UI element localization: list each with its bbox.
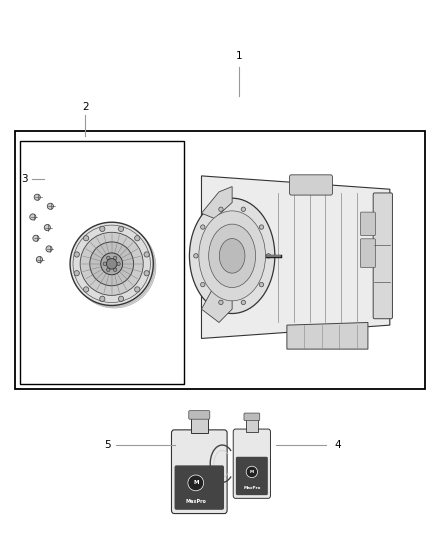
Ellipse shape [80, 232, 143, 295]
Ellipse shape [189, 198, 275, 313]
Ellipse shape [201, 225, 205, 229]
Ellipse shape [30, 214, 36, 220]
FancyBboxPatch shape [233, 429, 270, 498]
Ellipse shape [219, 300, 223, 304]
Ellipse shape [101, 253, 123, 275]
Ellipse shape [118, 296, 124, 302]
Ellipse shape [241, 300, 246, 304]
Text: M: M [193, 480, 198, 486]
FancyBboxPatch shape [373, 193, 392, 319]
Ellipse shape [106, 259, 117, 269]
Ellipse shape [103, 262, 107, 265]
Ellipse shape [36, 256, 42, 263]
Ellipse shape [208, 224, 256, 287]
Ellipse shape [34, 194, 40, 200]
Bar [191, 417, 208, 433]
Ellipse shape [194, 254, 198, 258]
Ellipse shape [73, 225, 156, 308]
Ellipse shape [90, 242, 134, 286]
Ellipse shape [144, 271, 149, 276]
Ellipse shape [33, 235, 39, 241]
FancyBboxPatch shape [290, 175, 332, 195]
Polygon shape [201, 285, 232, 322]
Ellipse shape [219, 239, 245, 273]
Text: 4: 4 [334, 440, 341, 450]
Ellipse shape [199, 211, 265, 301]
Ellipse shape [100, 226, 105, 231]
Ellipse shape [117, 262, 120, 265]
Ellipse shape [266, 254, 271, 258]
Bar [20, 141, 184, 384]
Ellipse shape [134, 236, 140, 241]
Polygon shape [201, 176, 390, 338]
Ellipse shape [144, 252, 149, 257]
Ellipse shape [71, 223, 155, 307]
Ellipse shape [246, 466, 258, 478]
Ellipse shape [106, 268, 110, 271]
Ellipse shape [113, 268, 117, 271]
Ellipse shape [46, 246, 52, 252]
Ellipse shape [201, 282, 205, 287]
FancyBboxPatch shape [360, 239, 375, 268]
Polygon shape [201, 187, 232, 219]
Ellipse shape [100, 296, 105, 302]
FancyBboxPatch shape [172, 430, 227, 514]
Text: 3: 3 [21, 174, 28, 183]
Ellipse shape [84, 287, 89, 292]
Ellipse shape [44, 224, 50, 231]
Ellipse shape [47, 203, 53, 209]
FancyBboxPatch shape [360, 212, 375, 236]
Ellipse shape [113, 256, 117, 260]
Ellipse shape [259, 225, 264, 229]
Text: 1: 1 [235, 51, 242, 61]
Text: MaxPro: MaxPro [185, 499, 206, 504]
Ellipse shape [84, 236, 89, 241]
Polygon shape [287, 322, 368, 349]
Ellipse shape [73, 225, 150, 303]
Ellipse shape [134, 287, 140, 292]
Text: MaxPro: MaxPro [243, 486, 261, 490]
Ellipse shape [74, 271, 79, 276]
Ellipse shape [74, 252, 79, 257]
Text: M: M [250, 470, 254, 474]
FancyBboxPatch shape [174, 465, 224, 510]
Ellipse shape [241, 207, 246, 212]
Ellipse shape [259, 282, 264, 287]
FancyBboxPatch shape [244, 413, 260, 421]
Ellipse shape [106, 256, 110, 260]
Ellipse shape [219, 207, 223, 212]
Ellipse shape [70, 222, 153, 305]
Ellipse shape [118, 226, 124, 231]
Text: 2: 2 [82, 102, 89, 111]
Bar [246, 418, 258, 432]
Bar [15, 131, 425, 389]
Ellipse shape [188, 475, 204, 491]
FancyBboxPatch shape [189, 410, 210, 419]
Text: 5: 5 [104, 440, 111, 450]
FancyBboxPatch shape [236, 457, 268, 495]
